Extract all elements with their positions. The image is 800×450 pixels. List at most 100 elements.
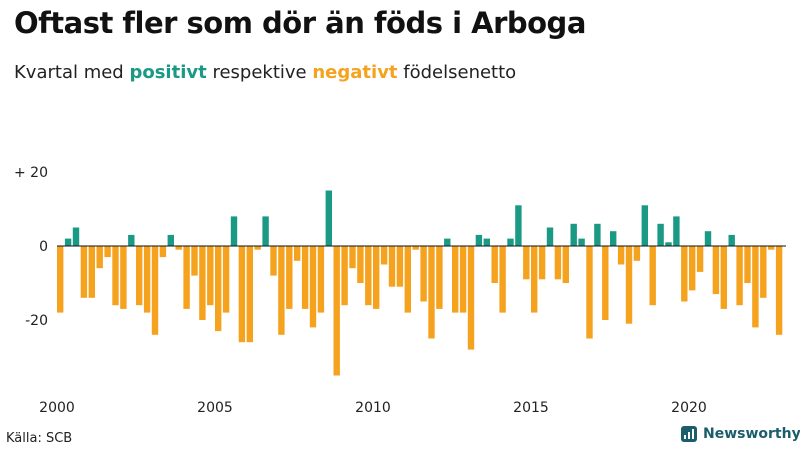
bar-negative — [246, 246, 253, 343]
bar-negative — [207, 246, 214, 306]
subtitle-middle: respektive — [212, 62, 307, 83]
bar-positive — [167, 234, 174, 246]
bar-positive — [610, 231, 617, 246]
x-tick-label: 2000 — [39, 400, 75, 416]
bar-positive — [64, 238, 72, 246]
bar-negative — [349, 246, 356, 269]
bar-negative — [96, 246, 103, 269]
bar-negative — [388, 246, 396, 287]
bar-positive — [594, 223, 601, 246]
bar-positive — [230, 216, 238, 246]
bar-positive — [128, 234, 135, 246]
bar-negative — [720, 246, 727, 309]
bar-negative — [436, 246, 443, 309]
source-note: Källa: SCB — [6, 431, 73, 446]
bar-negative — [120, 246, 127, 309]
bar-positive — [578, 238, 585, 246]
bar-negative — [452, 246, 459, 313]
bar-negative — [696, 246, 704, 272]
bar-negative — [365, 246, 372, 306]
x-tick-label: 2015 — [513, 400, 549, 416]
bar-positive — [515, 205, 522, 246]
bar-negative — [357, 246, 364, 283]
chart-title: Oftast fler som dör än föds i Arboga — [14, 6, 586, 40]
bar-negative — [199, 246, 206, 320]
bar-negative — [151, 246, 159, 335]
chart-subtitle: Kvartal med positivt respektive negativt… — [14, 62, 516, 83]
bar-negative — [294, 246, 301, 261]
bar-positive — [704, 231, 712, 246]
bar-negative — [222, 246, 230, 313]
bar-positive — [325, 190, 332, 246]
y-tick-label: -20 — [25, 313, 48, 329]
bar-negative — [459, 246, 467, 313]
bar-negative — [681, 246, 688, 302]
bar-positive — [657, 223, 664, 246]
bar-positive — [546, 227, 554, 246]
bar-positive — [72, 227, 80, 246]
bar-negative — [499, 246, 506, 313]
bar-negative — [104, 246, 111, 258]
bar-negative — [57, 246, 64, 313]
bar-negative — [420, 246, 427, 302]
y-tick-label: + 20 — [14, 165, 48, 181]
bar-negative — [602, 246, 609, 320]
bar-negative — [333, 246, 340, 376]
bar-negative — [286, 246, 293, 309]
bar-negative — [744, 246, 751, 283]
bar-negative — [191, 246, 198, 276]
bar-positive — [475, 234, 483, 246]
bar-negative — [143, 246, 151, 313]
bar-negative — [736, 246, 743, 306]
bar-positive — [483, 238, 490, 246]
bar-negative — [183, 246, 190, 309]
bar-negative — [625, 246, 633, 324]
bar-positive — [665, 242, 672, 246]
bar-negative — [689, 246, 696, 291]
subtitle-negative-word: negativt — [312, 62, 398, 83]
bar-negative — [712, 246, 720, 295]
x-tick-label: 2020 — [671, 400, 707, 416]
bar-positive — [507, 238, 514, 246]
bar-negative — [373, 246, 380, 309]
bar-negative — [538, 246, 546, 280]
bar-positive — [570, 223, 577, 246]
bar-negative — [254, 246, 261, 250]
bar-negative — [760, 246, 767, 298]
bar-negative — [775, 246, 783, 335]
bar-negative — [175, 246, 182, 250]
y-tick-label: 0 — [39, 239, 48, 255]
bar-negative — [768, 246, 775, 250]
subtitle-suffix: födelsenetto — [403, 62, 517, 83]
bar-negative — [396, 246, 404, 287]
newsworthy-logo-icon — [681, 426, 697, 442]
bar-negative — [467, 246, 475, 350]
bar-negative — [238, 246, 246, 343]
brand-logo: Newsworthy — [681, 426, 800, 442]
bar-negative — [159, 246, 167, 258]
bar-negative — [215, 246, 222, 332]
bar-negative — [752, 246, 759, 328]
bar-negative — [523, 246, 530, 280]
bar-positive — [728, 234, 735, 246]
bar-positive — [444, 238, 451, 246]
bar-negative — [270, 246, 277, 276]
bar-negative — [112, 246, 119, 306]
bar-negative — [380, 246, 388, 265]
bar-negative — [317, 246, 325, 313]
subtitle-prefix: Kvartal med — [14, 62, 124, 83]
bar-negative — [491, 246, 498, 283]
bar-negative — [586, 246, 593, 339]
bar-negative — [341, 246, 348, 306]
bar-negative — [562, 246, 569, 283]
bar-negative — [531, 246, 538, 313]
brand-name: Newsworthy — [703, 426, 800, 442]
bar-negative — [412, 246, 419, 250]
bar-negative — [301, 246, 309, 309]
bar-negative — [80, 246, 88, 298]
x-tick-label: 2010 — [355, 400, 391, 416]
bar-positive — [641, 205, 648, 246]
bar-negative — [88, 246, 95, 298]
bar-negative — [617, 246, 625, 265]
bar-positive — [673, 216, 680, 246]
